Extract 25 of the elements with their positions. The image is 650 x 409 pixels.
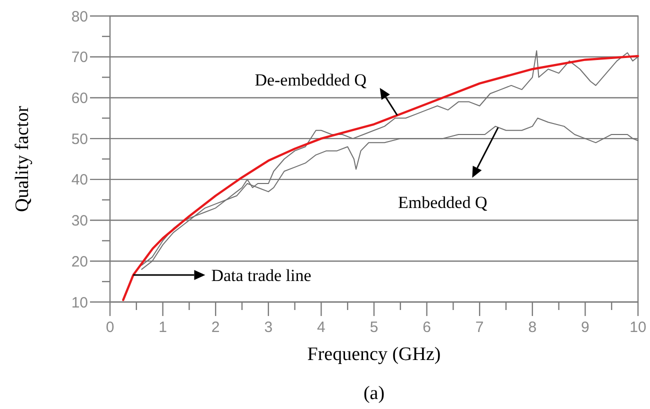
x-tick-label: 8 [528,319,537,336]
y-tick-label: 50 [71,130,88,148]
text: (a) [363,383,385,404]
x-tick-label: 10 [630,319,646,336]
y-tick-label: 10 [71,294,88,312]
y-tick-label: 80 [71,8,88,26]
y-tick-label: 60 [71,90,88,107]
x-tick-label: 4 [317,319,326,336]
x-tick-label: 2 [211,319,220,336]
y-axis-title: Quality factor [12,105,33,212]
y-tick-label: 20 [71,253,88,270]
x-tick-label: 5 [370,319,378,336]
x-tick-label: 1 [158,319,167,336]
x-tick-label: 6 [422,319,431,336]
y-tick-label: 30 [71,212,88,230]
x-tick-label: 0 [106,319,114,336]
x-axis-title: Frequency (GHz) [307,344,441,365]
y-tick-label: 40 [71,172,88,189]
x-tick-label: 7 [475,319,484,336]
text: Embedded Q [398,192,488,212]
x-tick-label: 9 [581,319,590,336]
annotation: Data trade line [211,266,312,285]
x-tick-label: 3 [264,319,273,336]
text: De-embedded Q [254,70,367,90]
y-tick-label: 70 [71,49,88,66]
